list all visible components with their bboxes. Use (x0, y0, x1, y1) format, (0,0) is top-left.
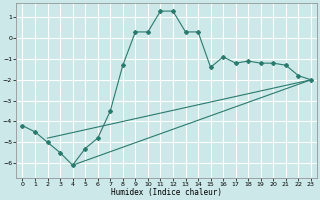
X-axis label: Humidex (Indice chaleur): Humidex (Indice chaleur) (111, 188, 222, 197)
